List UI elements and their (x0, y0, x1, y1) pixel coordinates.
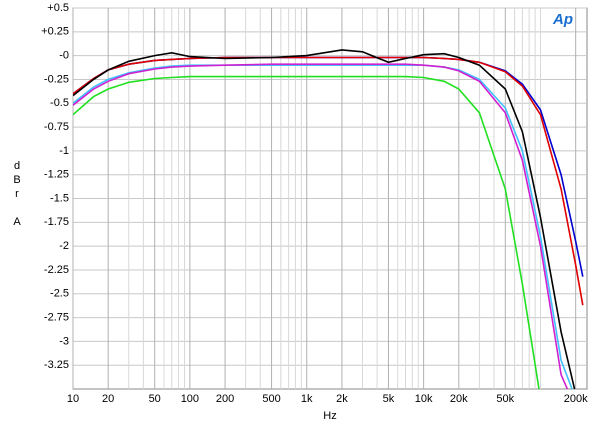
y-tick-label: -1.25 (44, 169, 69, 181)
x-tick-label: 500 (262, 393, 280, 405)
y-tick-label: -3.25 (44, 359, 69, 371)
x-tick-label: 200k (564, 393, 588, 405)
y-tick-label: -1.5 (50, 192, 69, 204)
y-tick-label: -2.75 (44, 311, 69, 323)
y-tick-label: +0.25 (41, 26, 69, 38)
series-line (73, 75, 540, 389)
x-tick-label: 50 (149, 393, 161, 405)
x-axis-label: Hz (323, 410, 336, 422)
series-line (73, 64, 573, 389)
y-tick-label: -0 (59, 50, 69, 62)
x-tick-label: 2k (336, 393, 348, 405)
x-tick-label: 20 (102, 393, 114, 405)
y-tick-label: -2 (59, 240, 69, 252)
x-tick-label: 20k (450, 393, 468, 405)
x-tick-label: 100 (181, 393, 199, 405)
y-tick-label: -0.5 (50, 97, 69, 109)
y-tick-label: -0.25 (44, 73, 69, 85)
x-tick-label: 10 (67, 393, 79, 405)
x-tick-label: 10k (415, 393, 433, 405)
x-tick-label: 1k (301, 393, 313, 405)
y-tick-label: -1 (59, 145, 69, 157)
x-tick-label: 5k (383, 393, 395, 405)
x-tick-label: 50k (496, 393, 514, 405)
series-line (73, 63, 569, 389)
y-tick-label: -2.5 (50, 288, 69, 300)
x-tick-label: 200 (216, 393, 234, 405)
y-axis-label: dBr A (11, 160, 23, 230)
y-tick-label: -0.75 (44, 121, 69, 133)
y-tick-label: -1.75 (44, 216, 69, 228)
y-tick-label: +0.5 (47, 2, 69, 14)
y-tick-label: -3 (59, 335, 69, 347)
logo: Ap (552, 11, 573, 28)
y-tick-label: -2.25 (44, 264, 69, 276)
series-line (73, 49, 576, 389)
